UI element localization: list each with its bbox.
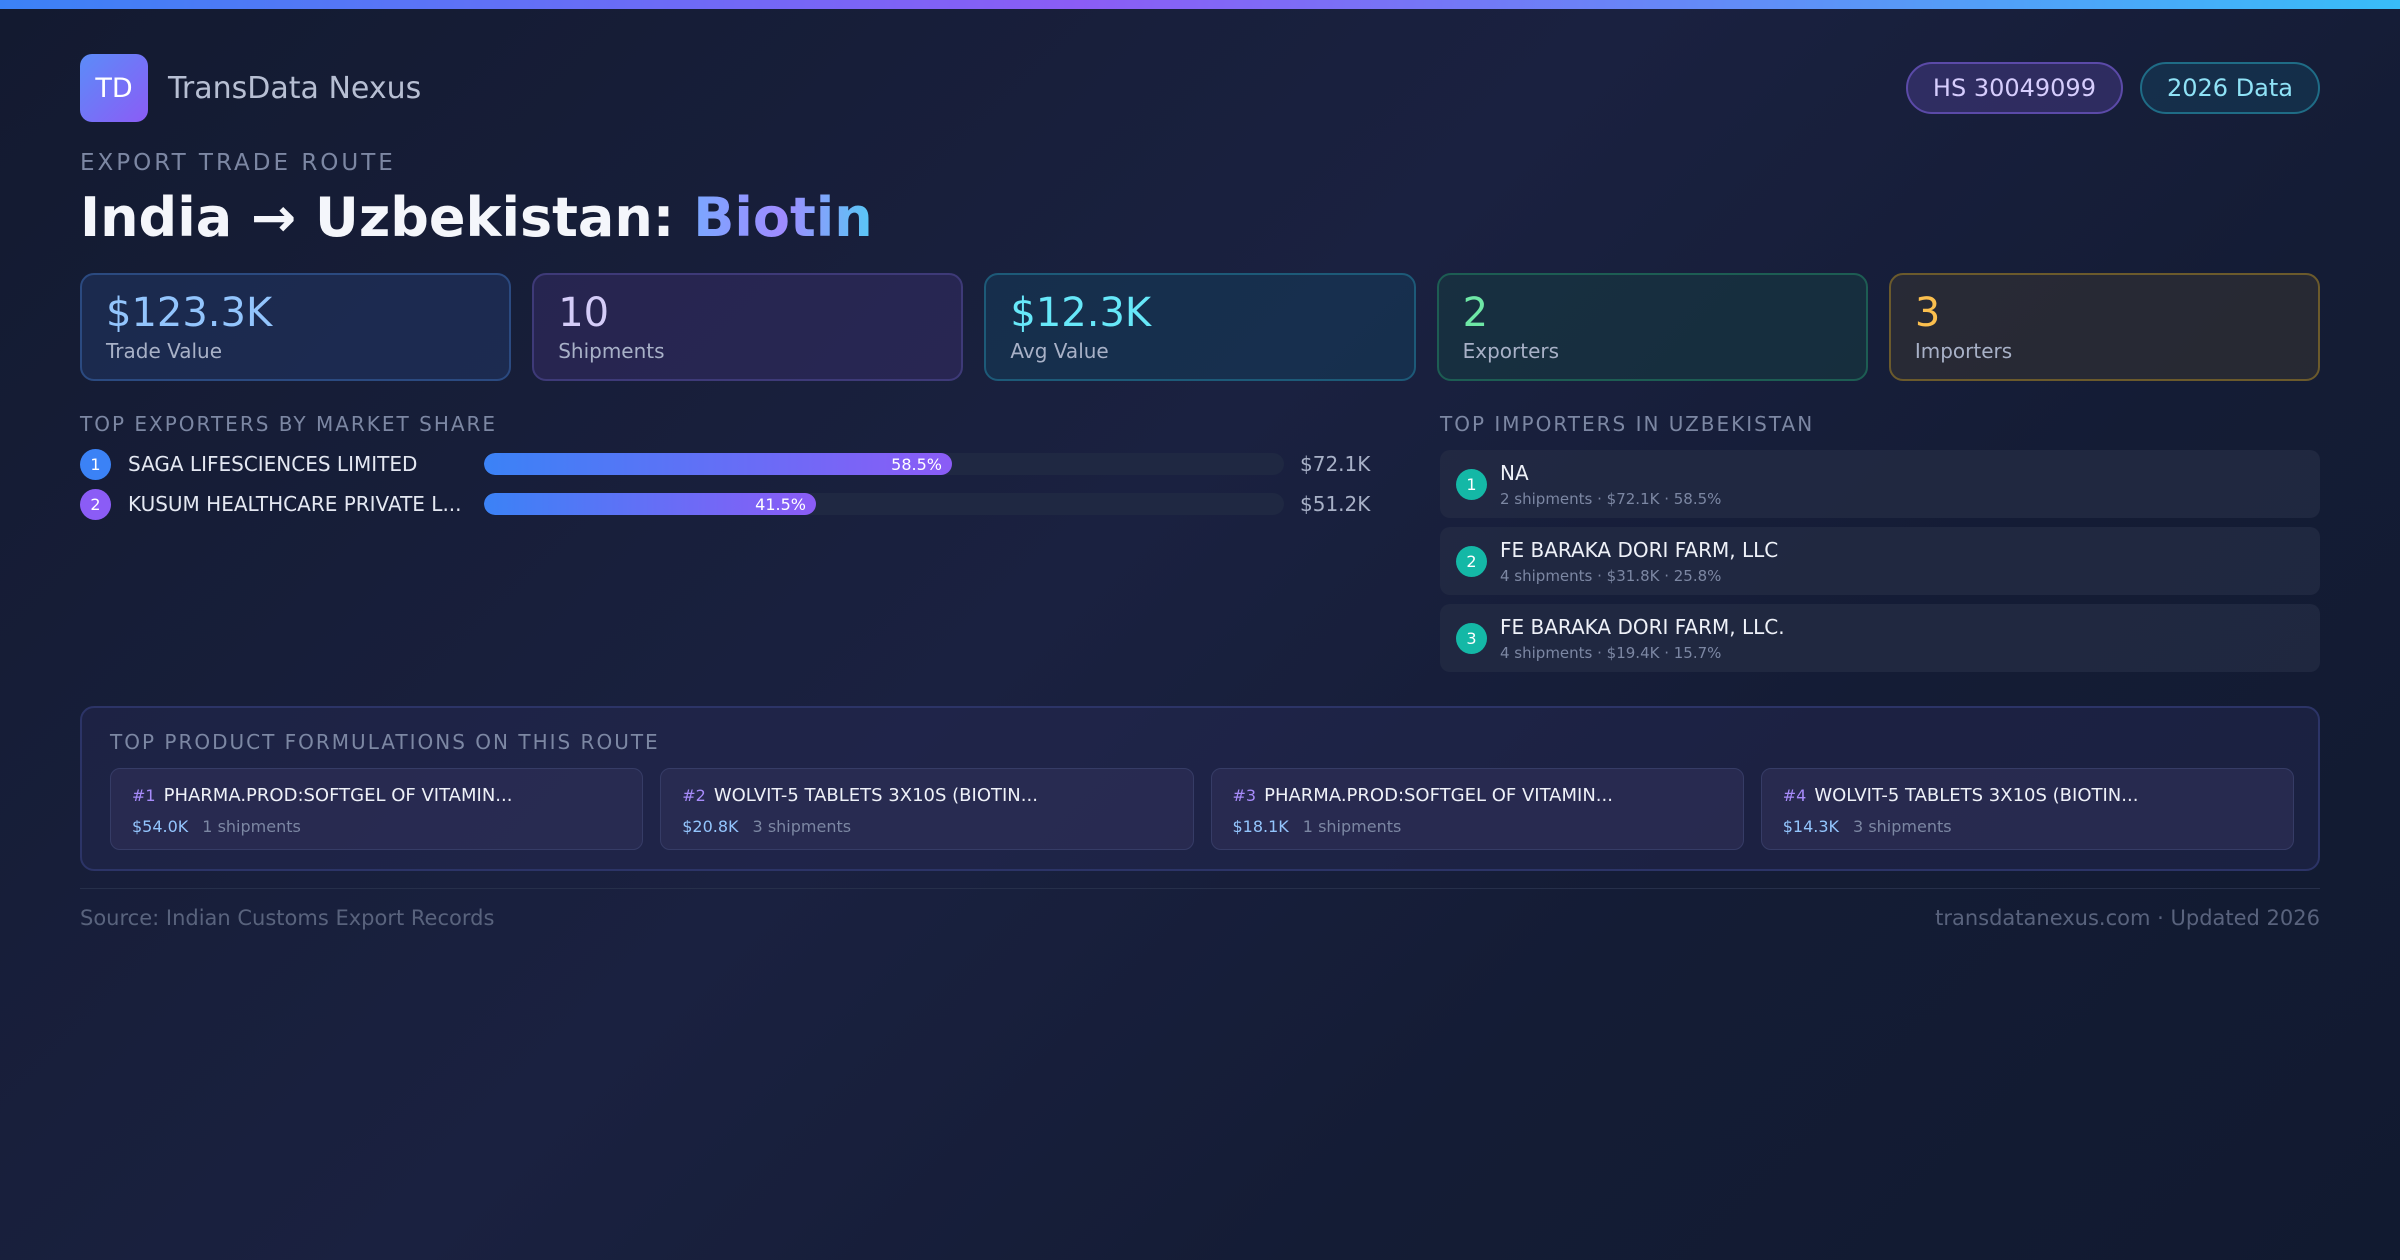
importer-name: FE BARAKA DORI FARM, LLC. <box>1500 615 1785 639</box>
rank-badge: 2 <box>80 488 111 520</box>
stat-cards: $123.3K Trade Value 10 Shipments $12.3K … <box>80 273 2321 381</box>
importer-meta: 2 shipments · $72.1K · 58.5% <box>1500 490 1722 508</box>
product-title: #2 WOLVIT-5 TABLETS 3X10S (BIOTIN... <box>682 785 1038 806</box>
stat-label: Avg Value <box>1010 339 1109 363</box>
rank-badge: 1 <box>80 448 111 480</box>
product-meta: $20.8K 3 shipments <box>682 817 851 836</box>
page-container: TD TransData Nexus HS 30049099 2026 Data… <box>80 0 2321 1260</box>
products-section: TOP PRODUCT FORMULATIONS ON THIS ROUTE #… <box>80 706 2320 871</box>
product-name: Biotin <box>693 186 873 249</box>
stat-value: $123.3K <box>106 290 273 336</box>
stat-label: Trade Value <box>106 339 223 363</box>
importer-card[interactable]: 1 NA 2 shipments · $72.1K · 58.5% <box>1440 450 2320 518</box>
product-meta: $14.3K 3 shipments <box>1783 817 1952 836</box>
share-bar-track: 41.5% <box>484 493 1284 515</box>
importers-heading: TOP IMPORTERS IN UZBEKISTAN <box>1440 412 1815 436</box>
stat-value: $12.3K <box>1010 290 1152 336</box>
exporter-row[interactable]: 1 SAGA LIFESCIENCES LIMITED 58.5% $72.1K <box>80 448 1370 480</box>
product-name: PHARMA.PROD:SOFTGEL OF VITAMIN... <box>1264 785 1613 806</box>
product-value: $14.3K <box>1782 817 1840 836</box>
share-bar-track: 58.5% <box>484 453 1284 475</box>
stat-card-shipments: 10 Shipments <box>532 273 964 381</box>
exporters-heading: TOP EXPORTERS BY MARKET SHARE <box>80 412 498 436</box>
rank-badge: 1 <box>1456 469 1487 500</box>
product-shipments: 3 shipments <box>1853 817 1952 836</box>
share-bar-fill: 58.5% <box>484 453 952 475</box>
hs-code-badge: HS 30049099 <box>1905 62 2123 114</box>
product-rank: #2 <box>682 786 706 805</box>
product-rank: #1 <box>132 786 156 805</box>
data-year-badge: 2026 Data <box>2139 62 2320 114</box>
product-title: #1 PHARMA.PROD:SOFTGEL OF VITAMIN... <box>132 785 512 806</box>
product-shipments: 1 shipments <box>1302 817 1402 836</box>
product-value: $20.8K <box>682 817 739 836</box>
importer-meta: 4 shipments · $19.4K · 15.7% <box>1500 644 1722 662</box>
product-value: $18.1K <box>1232 817 1289 836</box>
product-meta: $54.0K 1 shipments <box>132 817 301 836</box>
importer-name: FE BARAKA DORI FARM, LLC <box>1500 538 1779 562</box>
exporters-section: TOP EXPORTERS BY MARKET SHARE 1 SAGA LIF… <box>80 412 1370 520</box>
stat-label: Exporters <box>1462 339 1560 363</box>
stat-value: 2 <box>1462 290 1489 336</box>
product-name: WOLVIT-5 TABLETS 3X10S (BIOTIN... <box>1814 785 2139 806</box>
footer-source: Source: Indian Customs Export Records <box>80 906 495 930</box>
footer-divider <box>80 888 2320 889</box>
products-heading: TOP PRODUCT FORMULATIONS ON THIS ROUTE <box>110 730 660 754</box>
route-eyebrow: EXPORT TRADE ROUTE <box>80 150 396 176</box>
rank-badge: 3 <box>1456 623 1487 654</box>
brand-logo: TD <box>80 54 148 122</box>
product-grid: #1 PHARMA.PROD:SOFTGEL OF VITAMIN... $54.… <box>110 768 2294 850</box>
product-title: #4 WOLVIT-5 TABLETS 3X10S (BIOTIN... <box>1783 785 2139 806</box>
product-name: PHARMA.PROD:SOFTGEL OF VITAMIN... <box>163 785 513 806</box>
importer-meta: 4 shipments · $31.8K · 25.8% <box>1500 567 1722 585</box>
product-title: #3 PHARMA.PROD:SOFTGEL OF VITAMIN... <box>1233 785 1613 806</box>
stat-card-avg-value: $12.3K Avg Value <box>984 273 1416 381</box>
stat-value: 10 <box>558 290 610 336</box>
importer-card[interactable]: 2 FE BARAKA DORI FARM, LLC 4 shipments ·… <box>1440 527 2320 595</box>
brand-name: TransData Nexus <box>168 70 422 106</box>
stat-value: 3 <box>1914 290 1941 336</box>
brand[interactable]: TD TransData Nexus <box>80 54 421 122</box>
product-value: $54.0K <box>132 817 189 836</box>
exporter-value: $72.1K <box>1300 452 1371 476</box>
importers-section: TOP IMPORTERS IN UZBEKISTAN 1 NA 2 shipm… <box>1440 412 2320 672</box>
header-badges: HS 30049099 2026 Data <box>1905 62 2320 114</box>
rank-badge: 2 <box>1456 546 1487 577</box>
product-card[interactable]: #1 PHARMA.PROD:SOFTGEL OF VITAMIN... $54.… <box>110 768 644 850</box>
product-card[interactable]: #4 WOLVIT-5 TABLETS 3X10S (BIOTIN... $14.… <box>1760 768 2294 850</box>
product-card[interactable]: #3 PHARMA.PROD:SOFTGEL OF VITAMIN... $18.… <box>1210 768 1744 850</box>
share-bar-fill: 41.5% <box>484 493 816 515</box>
footer-site-link[interactable]: transdatanexus.com · Updated 2026 <box>1935 906 2320 930</box>
importer-name: NA <box>1500 461 1529 485</box>
product-shipments: 1 shipments <box>202 817 301 836</box>
stat-label: Importers <box>1914 339 2013 363</box>
exporter-name: KUSUM HEALTHCARE PRIVATE L... <box>128 492 462 516</box>
exporter-name: SAGA LIFESCIENCES LIMITED <box>128 452 418 476</box>
product-card[interactable]: #2 WOLVIT-5 TABLETS 3X10S (BIOTIN... $20.… <box>660 768 1194 850</box>
share-label: 41.5% <box>755 494 806 514</box>
stat-label: Shipments <box>558 339 665 363</box>
stat-card-trade-value: $123.3K Trade Value <box>80 273 512 381</box>
product-shipments: 3 shipments <box>752 817 852 836</box>
top-accent-bar <box>0 0 2400 9</box>
exporter-value: $51.2K <box>1300 492 1371 516</box>
product-rank: #4 <box>1782 786 1807 805</box>
route-title: India → Uzbekistan: <box>80 186 694 249</box>
product-name: WOLVIT-5 TABLETS 3X10S (BIOTIN... <box>713 785 1038 806</box>
exporter-row[interactable]: 2 KUSUM HEALTHCARE PRIVATE L... 41.5% $5… <box>80 488 1370 520</box>
product-meta: $18.1K 1 shipments <box>1233 817 1402 836</box>
stat-card-importers: 3 Importers <box>1888 273 2321 381</box>
page-title: India → Uzbekistan: Biotin <box>80 186 873 249</box>
importer-card[interactable]: 3 FE BARAKA DORI FARM, LLC. 4 shipments … <box>1440 604 2320 672</box>
product-rank: #3 <box>1232 786 1257 805</box>
stat-card-exporters: 2 Exporters <box>1436 273 1868 381</box>
share-label: 58.5% <box>891 454 942 474</box>
